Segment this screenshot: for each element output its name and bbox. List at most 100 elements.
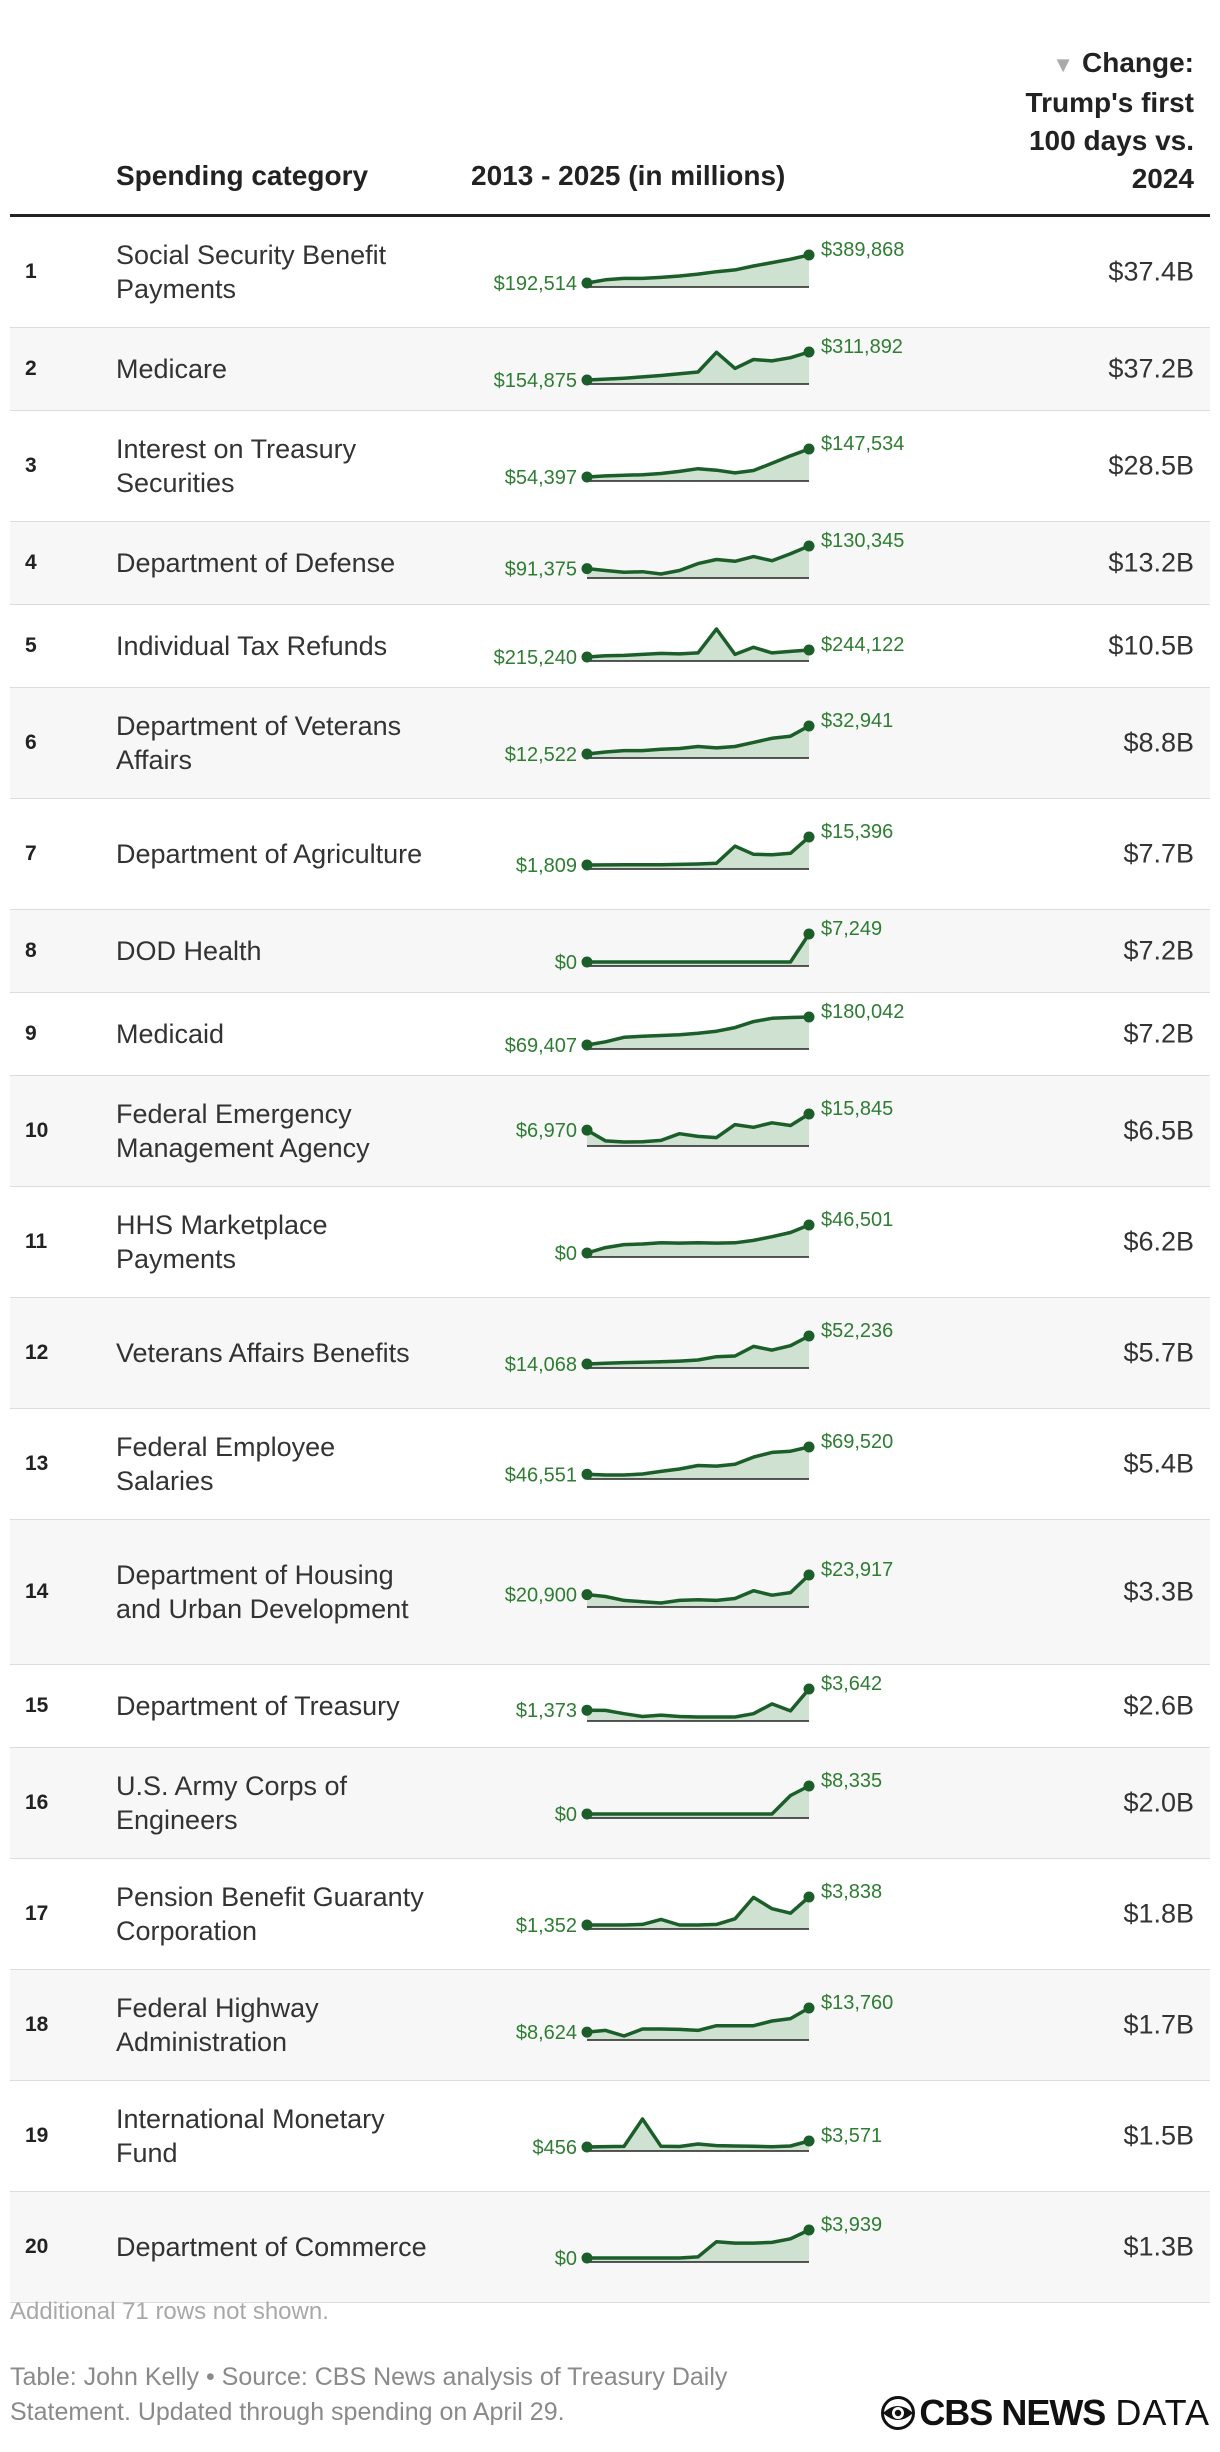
sparkline-last-label: $3,571 [821,2125,882,2147]
sparkline-end-point [803,644,815,656]
sparkline: $456 $3,571 [533,2117,882,2159]
header-change-line-1: ▼ Change: [1052,47,1194,78]
sparkline-line [587,1784,810,1816]
sparkline-end-point [803,1569,815,1581]
sparkline: $8,624 $13,760 [516,1992,893,2044]
sparkline: $46,551 $69,520 [505,1431,894,1486]
sparkline-end-point [803,443,815,455]
header-change-line-4: 2024 [1131,163,1194,194]
sparkline-last-label: $46,501 [821,1209,893,1231]
row-category: HHS Marketplace Payments [116,1210,328,1274]
sparkline-end-point [803,2135,815,2147]
sparkline-area [587,1114,809,1146]
sparkline-first-label: $192,514 [494,273,577,295]
sparkline-first-label: $46,551 [505,1464,577,1486]
sparkline-end-point [803,1011,815,1023]
sparkline-end-point [803,249,815,261]
sparkline: $91,375 $130,345 [505,530,905,581]
sparkline: $0 $46,501 [555,1209,894,1265]
sparkline-line [586,350,810,382]
row-change-value: $2.0B [1123,1787,1194,1818]
row-change-value: $37.2B [1108,353,1194,384]
header-trend[interactable]: 2013 - 2025 (in millions) [471,160,786,191]
row-change-value: $7.2B [1123,935,1194,966]
sparkline: $1,352 $3,838 [516,1881,882,1937]
row-rank: 20 [25,2235,49,2258]
table-row: 7 Department of Agriculture $7.7B $1,809 $15… [10,799,1210,910]
sparkline-start-point [581,1808,593,1820]
table-row: 9 Medicaid $7.2B $69,407 $180,042 [10,993,1210,1076]
row-change-value: $6.5B [1123,1115,1194,1146]
row-category: International Monetary Fund [116,2104,385,2168]
sparkline-last-label: $8,335 [821,1770,882,1792]
sparkline-line [586,544,810,576]
sparkline-last-label: $244,122 [821,634,904,656]
sparkline-first-label: $20,900 [505,1585,577,1607]
table-row: 15 Department of Treasury $2.6B $1,373 $3,64… [10,1665,1210,1748]
sparkline-start-point [581,277,593,289]
sparkline-line [587,2228,810,2260]
sparkline-last-label: $7,249 [821,918,882,940]
sparkline-start-point [581,748,593,760]
row-rank: 1 [25,260,37,283]
sparkline-end-point [803,346,815,358]
sparkline-start-point [581,1589,593,1601]
row-rank: 18 [25,2013,49,2036]
sparkline-last-label: $3,642 [821,1673,882,1695]
sparkline-line [586,724,810,756]
table-body: 1 Social Security Benefit Payments $37.4B $… [10,217,1210,2303]
sparkline-end-point [803,1780,815,1792]
row-category: Department of Agriculture [116,839,423,869]
sparkline-last-label: $13,760 [821,1992,893,2014]
row-change-value: $7.7B [1123,838,1194,869]
sparkline-end-point [803,1683,815,1695]
sparkline-line [586,1445,810,1477]
sparkline: $6,970 $15,845 [516,1098,893,1147]
sparkline-first-label: $54,397 [505,467,577,489]
row-category: Department of Defense [116,548,396,578]
sparkline-first-label: $6,970 [516,1120,577,1142]
sparkline-line [586,2117,810,2149]
sparkline-area [587,726,809,758]
sparkline-area [587,2230,809,2262]
row-rank: 8 [25,939,37,962]
sparkline: $0 $3,939 [555,2214,882,2270]
sparkline-end-point [803,1330,815,1342]
sparkline-last-label: $15,396 [821,821,893,843]
logo-suffix: DATA [1115,2392,1210,2433]
sparkline: $69,407 $180,042 [505,1001,905,1057]
sparkline-first-label: $0 [555,952,577,974]
sparkline-start-point [581,1358,593,1370]
header-category[interactable]: Spending category [116,160,369,191]
row-rank: 14 [25,1580,49,1603]
sparkline-first-label: $215,240 [494,647,577,669]
row-rank: 4 [25,551,37,574]
sparkline-first-label: $1,373 [516,1700,577,1722]
sparkline-last-label: $32,941 [821,710,893,732]
sparkline-start-point [581,2252,593,2264]
sparkline-area [587,255,809,287]
table-row: 19 International Monetary Fund $1.5B $456 $3… [10,2081,1210,2192]
row-change-value: $6.2B [1123,1226,1194,1257]
sparkline-area [587,546,809,578]
sparkline-line [586,835,811,867]
row-change-value: $5.4B [1123,1448,1194,1479]
sparkline-first-label: $69,407 [505,1035,577,1057]
sparkline-start-point [581,1247,593,1259]
table-row: 4 Department of Defense $13.2B $91,375 $130,… [10,522,1210,605]
header-change[interactable]: ▼ Change: Trump's first 100 days vs. 2024 [974,44,1194,198]
row-rank: 5 [25,634,37,657]
row-rank: 11 [25,1230,48,1253]
table-header: Spending category 2013 - 2025 (in millio… [10,0,1210,217]
sparkline-start-point [581,1919,593,1931]
sparkline-line [587,933,811,964]
row-change-value: $7.2B [1123,1018,1194,1049]
sort-down-triangle-icon[interactable]: ▼ [1052,52,1074,77]
sparkline-start-point [581,1704,593,1716]
row-change-value: $13.2B [1108,547,1194,578]
row-category: Department of Treasury [116,1691,400,1721]
row-category: U.S. Army Corps of Engineers [116,1771,348,1835]
table-row: 13 Federal Employee Salaries $5.4B $46,551 $… [10,1409,1210,1520]
row-change-value: $1.5B [1123,2120,1194,2151]
sparkline-end-point [803,2002,815,2014]
